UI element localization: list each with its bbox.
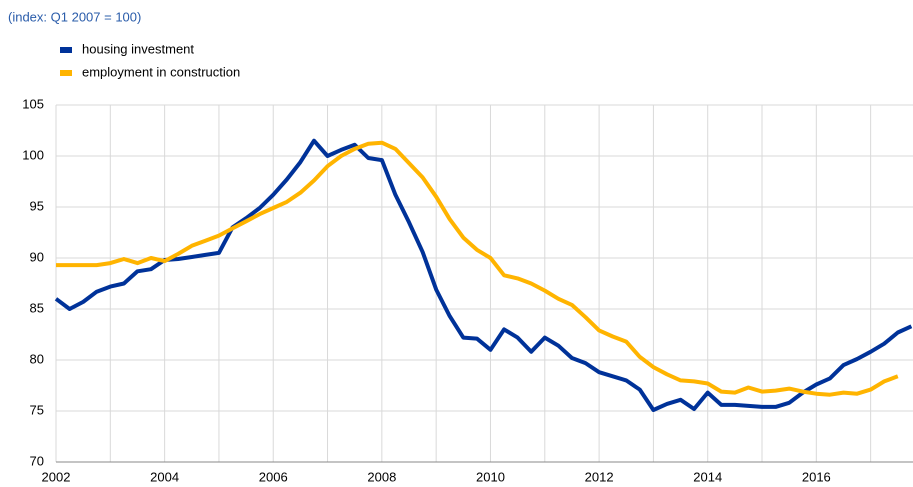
y-tick-label: 95 [30, 198, 44, 213]
legend-label: housing investment [82, 41, 194, 56]
x-tick-label: 2002 [42, 469, 71, 484]
legend-label: employment in construction [82, 64, 240, 79]
chart-subtitle: (index: Q1 2007 = 100) [8, 9, 141, 24]
y-tick-label: 90 [30, 249, 44, 264]
x-tick-label: 2012 [585, 469, 614, 484]
x-tick-label: 2008 [367, 469, 396, 484]
y-tick-label: 105 [22, 96, 44, 111]
y-tick-label: 100 [22, 147, 44, 162]
x-tick-label: 2010 [476, 469, 505, 484]
line-series [54, 138, 913, 412]
y-tick-label: 75 [30, 402, 44, 417]
legend-swatch [60, 47, 72, 53]
y-tick-label: 70 [30, 453, 44, 468]
y-tick-label: 85 [30, 300, 44, 315]
legend-swatch [60, 70, 72, 76]
y-tick-label: 80 [30, 351, 44, 366]
x-tick-label: 2004 [150, 469, 179, 484]
line-series [56, 140, 899, 397]
x-tick-label: 2006 [259, 469, 288, 484]
x-tick-label: 2016 [802, 469, 831, 484]
x-tick-label: 2014 [693, 469, 722, 484]
